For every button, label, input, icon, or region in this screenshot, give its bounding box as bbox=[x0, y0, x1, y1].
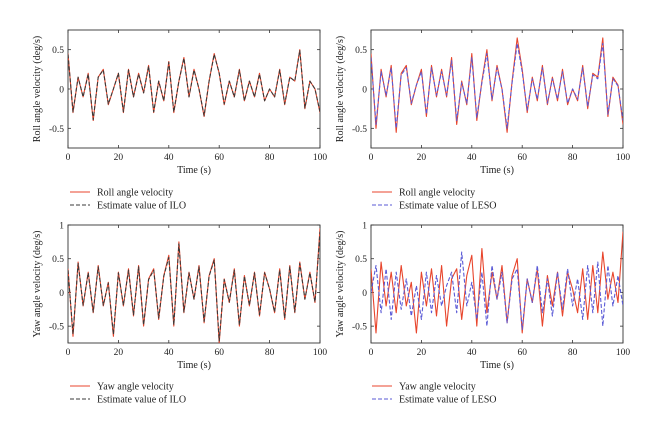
x-tick-label: 100 bbox=[313, 348, 328, 358]
series-line-2 bbox=[68, 49, 320, 121]
y-tick-label: 0 bbox=[362, 86, 367, 96]
x-tick-label: 100 bbox=[616, 348, 631, 358]
legend-label-2: Estimate value of ILO bbox=[97, 201, 186, 212]
x-tick-label: 40 bbox=[467, 348, 477, 358]
x-tick-label: 20 bbox=[417, 348, 427, 358]
y-tick-label: 0.5 bbox=[355, 46, 367, 56]
y-tick-label: -0.5 bbox=[49, 125, 64, 135]
x-tick-label: 80 bbox=[568, 153, 578, 163]
x-tick-label: 60 bbox=[214, 348, 224, 358]
x-axis-label: Time (s) bbox=[480, 165, 514, 176]
y-tick-label: -0.5 bbox=[352, 323, 367, 333]
y-tick-label: 0.5 bbox=[52, 255, 64, 265]
y-axis-label: Yaw angle velocity (deg/s) bbox=[32, 230, 43, 337]
y-tick-label: -0.5 bbox=[352, 125, 367, 135]
legend-label-1: Roll angle velocity bbox=[399, 188, 475, 199]
legend-label-1: Yaw angle velocity bbox=[97, 382, 174, 393]
x-tick-label: 60 bbox=[517, 348, 527, 358]
x-tick-label: 80 bbox=[265, 153, 275, 163]
legend-label-2: Estimate value of ILO bbox=[97, 395, 186, 406]
plot-frame bbox=[370, 224, 624, 344]
x-axis-label: Time (s) bbox=[177, 360, 211, 371]
x-tick-label: 40 bbox=[467, 153, 477, 163]
series-line-2 bbox=[68, 231, 320, 342]
y-axis-label: Yaw angle velocity (deg/s) bbox=[335, 230, 346, 337]
chart-panel-4: 0 20 40 60 80 100 -0.5 0 0.5 1 Time (s) Yaw angle v… bbox=[335, 222, 630, 406]
series-line-1 bbox=[371, 231, 623, 334]
x-tick-label: 20 bbox=[114, 153, 124, 163]
plot-frame bbox=[67, 224, 321, 344]
legend-label-2: Estimate value of LESO bbox=[399, 395, 496, 406]
x-tick-label: 20 bbox=[417, 153, 427, 163]
x-tick-label: 100 bbox=[313, 153, 328, 163]
x-tick-label: 0 bbox=[66, 153, 71, 163]
y-tick-label: 1 bbox=[362, 222, 367, 232]
y-axis-label: Roll angle velocity (deg/s) bbox=[335, 36, 346, 142]
y-tick-label: -0.5 bbox=[49, 323, 64, 333]
series-line-2 bbox=[371, 251, 623, 331]
y-tick-label: 0 bbox=[59, 289, 64, 299]
x-tick-label: 0 bbox=[369, 348, 374, 358]
y-axis-label: Roll angle velocity (deg/s) bbox=[32, 36, 43, 142]
x-tick-label: 80 bbox=[265, 348, 275, 358]
y-tick-label: 1 bbox=[59, 222, 64, 232]
y-tick-label: 0.5 bbox=[355, 255, 367, 265]
legend-label-1: Roll angle velocity bbox=[97, 188, 173, 199]
x-tick-label: 0 bbox=[369, 153, 374, 163]
x-tick-label: 80 bbox=[568, 348, 578, 358]
y-tick-label: 0.5 bbox=[52, 46, 64, 56]
x-tick-label: 20 bbox=[114, 348, 124, 358]
series-line-1 bbox=[68, 228, 320, 343]
x-tick-label: 60 bbox=[517, 153, 527, 163]
chart-panel-1: 0 20 40 60 80 100 -0.5 0 0.5 Time (s) Roll angle v… bbox=[32, 29, 328, 212]
chart-panel-2: 0 20 40 60 80 100 -0.5 0 0.5 Time (s) Roll angle v… bbox=[335, 29, 631, 212]
x-tick-label: 100 bbox=[616, 153, 631, 163]
x-axis-label: Time (s) bbox=[177, 165, 211, 176]
series-line-2 bbox=[371, 42, 623, 129]
x-tick-label: 40 bbox=[164, 348, 174, 358]
legend-label-1: Yaw angle velocity bbox=[399, 382, 476, 393]
x-tick-label: 60 bbox=[214, 153, 224, 163]
x-axis-label: Time (s) bbox=[480, 360, 514, 371]
y-tick-label: 0 bbox=[362, 289, 367, 299]
x-tick-label: 40 bbox=[164, 153, 174, 163]
y-tick-label: 0 bbox=[59, 86, 64, 96]
legend-label-2: Estimate value of LESO bbox=[399, 201, 496, 212]
x-tick-label: 0 bbox=[66, 348, 71, 358]
